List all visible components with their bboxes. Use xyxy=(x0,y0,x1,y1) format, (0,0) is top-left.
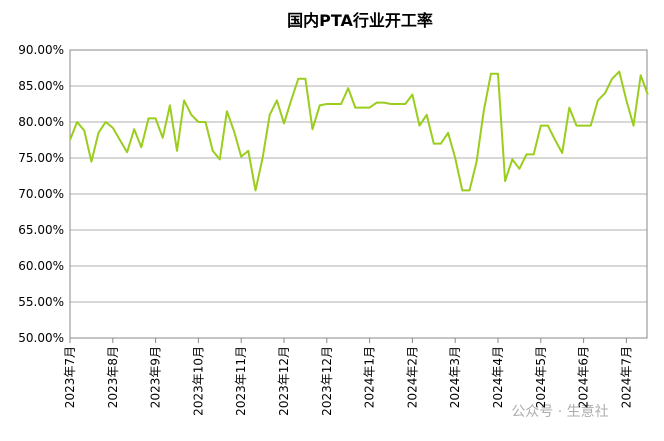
y-tick-label: 60.00% xyxy=(18,259,64,273)
y-tick-label: 70.00% xyxy=(18,187,64,201)
x-tick-label: 2023年12月 xyxy=(277,346,291,416)
watermark: 公众号 · 生意社 xyxy=(511,403,608,420)
x-tick-label: 2024年3月 xyxy=(448,346,462,408)
y-tick-label: 75.00% xyxy=(18,151,64,165)
y-tick-label: 90.00% xyxy=(18,43,64,57)
y-tick-label: 85.00% xyxy=(18,79,64,93)
y-tick-label: 80.00% xyxy=(18,115,64,129)
x-tick-label: 2024年5月 xyxy=(534,346,548,408)
y-tick-label: 50.00% xyxy=(18,331,64,345)
y-tick-label: 65.00% xyxy=(18,223,64,237)
chart-title: 国内PTA行业开工率 xyxy=(287,11,433,30)
x-tick-label: 2023年12月 xyxy=(320,346,334,416)
x-tick-label: 2024年4月 xyxy=(491,346,505,408)
x-tick-label: 2024年7月 xyxy=(619,346,633,408)
line xyxy=(69,70,649,192)
x-tick-label: 2024年1月 xyxy=(363,346,377,408)
x-tick-label: 2023年9月 xyxy=(149,346,163,408)
y-tick-label: 55.00% xyxy=(18,295,64,309)
x-tick-label: 2023年11月 xyxy=(234,346,248,416)
x-tick-label: 2023年7月 xyxy=(63,346,77,408)
x-tick-label: 2024年6月 xyxy=(577,346,591,408)
x-tick-label: 2023年8月 xyxy=(106,346,120,408)
x-tick-label: 2024年2月 xyxy=(405,346,419,408)
plot-border xyxy=(69,49,648,339)
x-tick-label: 2023年10月 xyxy=(191,346,205,416)
